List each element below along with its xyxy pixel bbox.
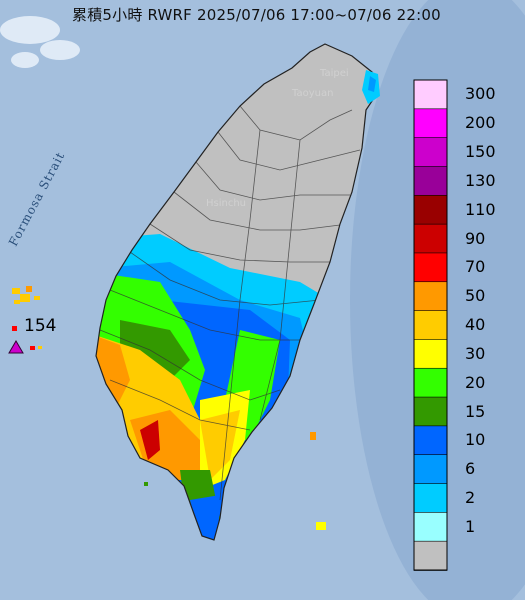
map-title: 累積5小時 RWRF 2025/07/06 17:00~07/06 22:00 [72, 6, 441, 24]
legend-label: 10 [465, 430, 486, 450]
county-boundaries [99, 105, 361, 501]
legend-swatch [413, 223, 448, 254]
rain-northeast-core [368, 76, 376, 92]
max-rain-marker [8, 340, 24, 354]
orchid-island [316, 522, 326, 530]
legend-swatch [413, 483, 448, 514]
legend-label: 150 [465, 142, 496, 162]
legend-swatch [413, 252, 448, 283]
city-label-hsinchu: Hsinchu [206, 198, 247, 209]
legend-label: 70 [465, 257, 486, 277]
legend-frame [413, 79, 448, 571]
legend-swatch [413, 79, 448, 110]
green-island [310, 432, 316, 440]
rain-50mm [96, 330, 130, 420]
legend-label: 6 [465, 459, 476, 479]
legend-label: 200 [465, 113, 496, 133]
island-outline [95, 43, 379, 541]
city-label-taoyuan: Taoyuan [292, 88, 334, 99]
legend-label: 110 [465, 199, 496, 219]
legend-swatch [413, 367, 448, 398]
max-rainfall-value: 154 [24, 316, 57, 336]
legend-swatch [413, 425, 448, 456]
legend-label: 2 [465, 487, 476, 507]
legend-swatch [413, 166, 448, 197]
legend-swatch [413, 137, 448, 168]
legend-label: 15 [465, 401, 486, 421]
legend-swatch [413, 540, 448, 571]
legend-label: 300 [465, 84, 496, 104]
legend-label: 40 [465, 315, 486, 334]
legend-swatch [413, 108, 448, 139]
legend-label: 90 [465, 228, 486, 248]
legend-label: 30 [465, 343, 486, 363]
legend-swatch [413, 454, 448, 485]
cloud-patches [0, 16, 80, 68]
legend-swatch [413, 396, 448, 427]
legend-swatch [413, 512, 448, 542]
legend-label: 50 [465, 286, 486, 306]
legend-swatch [413, 281, 448, 312]
legend-swatch [413, 339, 448, 370]
rain-90mm-core [140, 420, 160, 460]
penghu-islands [12, 286, 42, 350]
legend-colorbar [413, 79, 448, 571]
legend-swatch [413, 310, 448, 341]
legend-label: 20 [465, 372, 486, 392]
rain-40mm-east [200, 410, 240, 480]
legend-swatch [413, 194, 448, 225]
legend-label: 1 [465, 516, 476, 536]
city-label-taipei: Taipei [320, 68, 349, 79]
liuqiu-island [144, 482, 148, 486]
legend-label: 130 [465, 170, 496, 190]
